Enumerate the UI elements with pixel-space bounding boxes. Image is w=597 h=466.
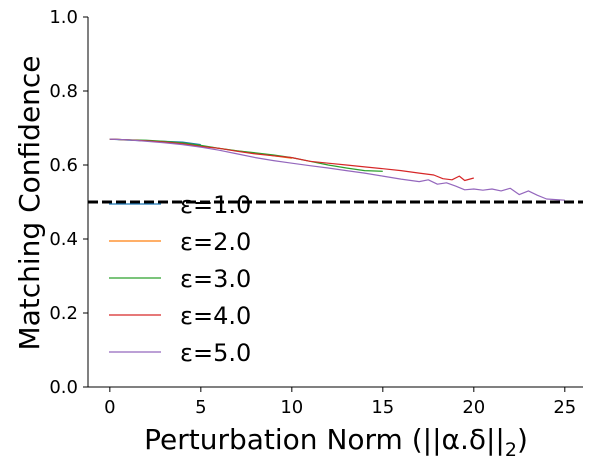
x-tick-label: 0 bbox=[104, 397, 115, 418]
x-tick-label: 25 bbox=[553, 397, 576, 418]
legend-label-5: ε=5.0 bbox=[180, 339, 251, 367]
x-axis-label: Perturbation Norm (||α.δ||2) bbox=[144, 423, 528, 461]
x-tick-label: 15 bbox=[371, 397, 394, 418]
y-tick-label: 0.4 bbox=[49, 229, 78, 250]
legend: ε=1.0 ε=2.0 ε=3.0 ε=4.0 ε=5.0 bbox=[109, 191, 251, 367]
y-tick-label: 0.0 bbox=[49, 377, 78, 398]
ticks-layer: 0 5 10 15 20 25 0.0 0.2 0.4 0.6 0.8 1.0 bbox=[49, 7, 576, 418]
x-tick-label: 5 bbox=[195, 397, 206, 418]
x-axis-label-main: Perturbation Norm (||α.δ|| bbox=[144, 423, 505, 456]
legend-label-4: ε=4.0 bbox=[180, 302, 251, 330]
x-tick-label: 10 bbox=[280, 397, 303, 418]
series-layer bbox=[109, 138, 565, 201]
x-axis-label-close: ) bbox=[517, 423, 528, 456]
legend-label-1: ε=1.0 bbox=[180, 191, 251, 219]
y-axis-label: Matching Confidence bbox=[13, 55, 46, 350]
series-line-3 bbox=[109, 138, 383, 172]
legend-label-3: ε=3.0 bbox=[180, 265, 251, 293]
y-tick-label: 0.8 bbox=[49, 81, 78, 102]
x-axis-label-subscript: 2 bbox=[505, 439, 517, 461]
x-tick-label: 20 bbox=[462, 397, 485, 418]
series-line-5 bbox=[109, 138, 565, 201]
y-tick-label: 0.6 bbox=[49, 155, 78, 176]
y-tick-label: 1.0 bbox=[49, 7, 78, 28]
legend-label-2: ε=2.0 bbox=[180, 228, 251, 256]
y-tick-label: 0.2 bbox=[49, 303, 78, 324]
series-line-4 bbox=[109, 138, 474, 182]
